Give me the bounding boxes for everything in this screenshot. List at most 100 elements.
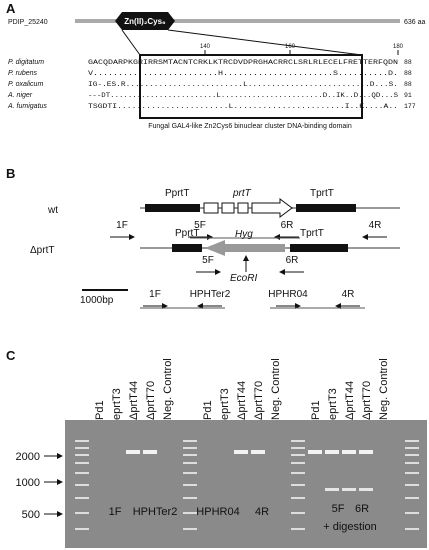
lane-label: Pd1 — [94, 400, 106, 420]
strain-label: ΔprtT — [30, 245, 54, 256]
protein-bar — [75, 19, 400, 23]
panel-label: B — [6, 166, 15, 181]
species: A. fumigatus — [7, 103, 47, 110]
lane-label: ΔprtT44 — [128, 381, 140, 420]
ladder-band — [405, 454, 419, 456]
primer-label: 6R — [281, 220, 294, 231]
band — [325, 450, 339, 454]
primer-label: 4R — [342, 289, 355, 300]
promoter-label: PprtT — [165, 188, 189, 199]
lane-label: eprtT3 — [327, 388, 339, 420]
caption: Fungal GAL4-like Zn2Cys6 binuclear clust… — [148, 123, 352, 130]
band — [308, 450, 322, 454]
species: P. rubens — [8, 70, 38, 77]
ladder-band — [75, 497, 89, 499]
terminator — [290, 244, 348, 252]
species: A. niger — [7, 92, 33, 99]
ladder-band — [405, 447, 419, 449]
ladder-band — [291, 528, 305, 530]
species: P. digitatum — [8, 59, 44, 66]
sequence: V.........................H.............… — [88, 70, 398, 77]
exon — [221, 202, 235, 214]
gel-image — [65, 420, 427, 548]
lane-label: eprtT3 — [219, 388, 231, 420]
primer-label: 6R — [286, 255, 299, 266]
ladder-band — [291, 497, 305, 499]
promoter — [145, 204, 200, 212]
primer-label: HPHR04 — [268, 289, 308, 300]
band — [359, 450, 373, 454]
primer-label: 1F — [109, 506, 122, 518]
domain-box — [139, 54, 363, 119]
panel-label: A — [6, 1, 16, 16]
zoom-line — [167, 29, 363, 56]
sequence-end: 88 — [404, 70, 412, 77]
ladder-band — [75, 440, 89, 442]
lane-label: Neg. Control — [162, 358, 174, 420]
lane-label: ΔprtT70 — [145, 381, 157, 420]
ladder-band — [75, 512, 89, 514]
band — [342, 488, 356, 491]
strain-label: wt — [47, 205, 58, 216]
lane-label: ΔprtT44 — [236, 381, 248, 420]
lane-label: eprtT3 — [111, 388, 123, 420]
ladder-band — [291, 440, 305, 442]
ladder-band — [183, 447, 197, 449]
protein-id: PDIP_25240 — [8, 19, 48, 26]
ladder-band — [405, 440, 419, 442]
lane-label: ΔprtT44 — [344, 381, 356, 420]
promoter-label: PprtT — [175, 228, 199, 239]
terminator — [296, 204, 356, 212]
ladder-band — [75, 447, 89, 449]
ladder-band — [183, 440, 197, 442]
primer-label: 5F — [202, 255, 214, 266]
species: P. oxalicum — [8, 81, 43, 88]
domain-hexagon — [115, 12, 175, 30]
band — [143, 450, 157, 454]
terminator-label: TprtT — [310, 188, 334, 199]
band — [359, 488, 373, 491]
primer-label: 1F — [116, 220, 128, 231]
ladder-band — [75, 462, 89, 464]
panel-label: C — [6, 348, 16, 363]
lane-label: ΔprtT70 — [253, 381, 265, 420]
ladder-band — [183, 497, 197, 499]
primer-label: HPHTer2 — [133, 506, 178, 518]
exon — [237, 202, 249, 214]
lane-label: Pd1 — [310, 400, 322, 420]
ladder-band — [183, 462, 197, 464]
lane-label: Neg. Control — [378, 358, 390, 420]
ladder-band — [291, 512, 305, 514]
ladder-band — [75, 454, 89, 456]
ladder-band — [183, 512, 197, 514]
exon — [203, 202, 219, 214]
gene-label: prtT — [232, 188, 252, 199]
ladder-band — [405, 528, 419, 530]
terminator-label: TprtT — [300, 228, 324, 239]
lane-label: Pd1 — [202, 400, 214, 420]
band — [126, 450, 140, 454]
band — [234, 450, 248, 454]
ladder-band — [183, 528, 197, 530]
sequence: IG-.ES.R.........................L......… — [88, 81, 398, 88]
ladder-band — [405, 472, 419, 474]
band — [251, 450, 265, 454]
size-marker: 1000 — [16, 477, 40, 489]
ladder-band — [405, 512, 419, 514]
ladder-band — [291, 472, 305, 474]
ladder-band — [291, 454, 305, 456]
marker-label: Hyg — [235, 229, 253, 240]
primer-label: 4R — [369, 220, 382, 231]
scale-label: 1000bp — [80, 295, 114, 306]
exon-arrow — [251, 198, 293, 218]
ladder-band — [183, 472, 197, 474]
primer-label: 6R — [355, 503, 369, 515]
ruler-label: 140 — [200, 44, 211, 50]
ruler-label: 180 — [393, 44, 404, 50]
primer-label: 5F — [332, 503, 345, 515]
primer-label: 5F — [194, 220, 206, 231]
ladder-band — [405, 462, 419, 464]
ladder-band — [291, 462, 305, 464]
size-marker: 500 — [22, 509, 40, 521]
